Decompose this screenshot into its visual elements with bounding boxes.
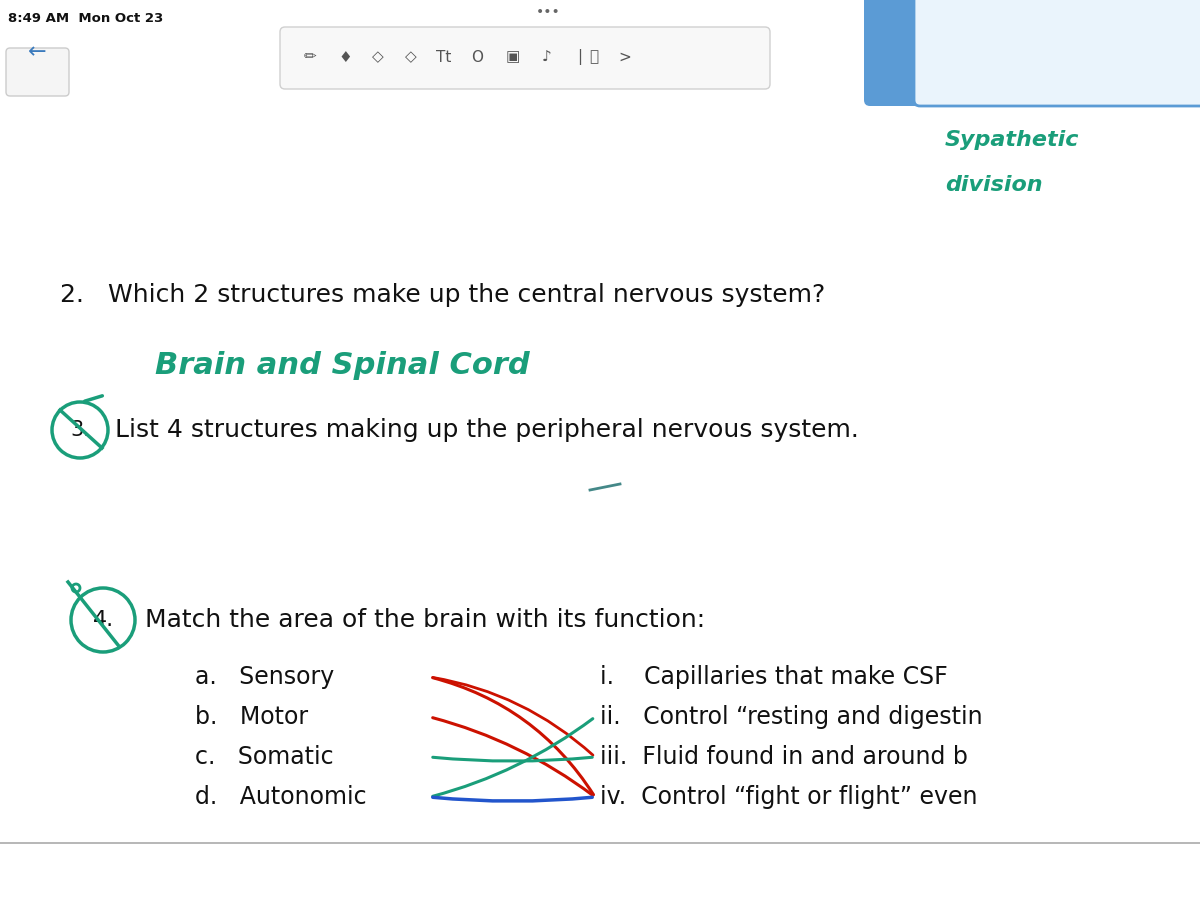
Text: 4.: 4. xyxy=(92,610,114,630)
Text: ↩: ↩ xyxy=(930,48,946,66)
Text: d.   Autonomic: d. Autonomic xyxy=(194,785,367,809)
Text: ▣: ▣ xyxy=(506,50,520,65)
Text: iv.  Control “fight or flight” even: iv. Control “fight or flight” even xyxy=(600,785,978,809)
Text: ✋: ✋ xyxy=(589,50,599,65)
Text: |: | xyxy=(577,49,582,65)
Text: division: division xyxy=(946,175,1043,195)
Text: ✏: ✏ xyxy=(304,50,317,65)
Text: ◇: ◇ xyxy=(372,50,384,65)
Text: >: > xyxy=(619,50,631,65)
Text: 2.   Which 2 structures make up the central nervous system?: 2. Which 2 structures make up the centra… xyxy=(60,283,826,307)
FancyBboxPatch shape xyxy=(914,0,1200,106)
Text: Brain and Spinal Cord: Brain and Spinal Cord xyxy=(155,350,529,380)
Text: i.    Capillaries that make CSF: i. Capillaries that make CSF xyxy=(600,665,948,689)
Text: b.   Motor: b. Motor xyxy=(194,705,308,729)
Text: Match the area of the brain with its function:: Match the area of the brain with its fun… xyxy=(145,608,706,632)
FancyBboxPatch shape xyxy=(6,48,70,96)
Text: List 4 structures making up the peripheral nervous system.: List 4 structures making up the peripher… xyxy=(115,418,859,442)
Text: Tt: Tt xyxy=(437,50,451,65)
FancyBboxPatch shape xyxy=(905,27,1100,89)
Text: 3.: 3. xyxy=(70,420,90,440)
Text: O: O xyxy=(470,50,482,65)
Text: ♪: ♪ xyxy=(542,50,552,65)
FancyBboxPatch shape xyxy=(864,0,1200,106)
Text: a.   Sensory: a. Sensory xyxy=(194,665,335,689)
Text: 8:49 AM  Mon Oct 23: 8:49 AM Mon Oct 23 xyxy=(8,12,163,24)
Text: ◇: ◇ xyxy=(406,50,416,65)
Text: iii.  Fluid found in and around b: iii. Fluid found in and around b xyxy=(600,745,968,769)
Text: • 80%  ▮: • 80% ▮ xyxy=(1020,12,1074,24)
Text: •••: ••• xyxy=(535,5,560,19)
Text: Sypathetic: Sypathetic xyxy=(946,130,1080,150)
Text: ♦: ♦ xyxy=(338,50,352,65)
Text: ⧉: ⧉ xyxy=(1060,50,1069,65)
Text: ↪: ↪ xyxy=(960,48,976,66)
Text: c.   Somatic: c. Somatic xyxy=(194,745,334,769)
Text: ii.   Control “resting and digestin: ii. Control “resting and digestin xyxy=(600,705,983,729)
Text: ⋯: ⋯ xyxy=(994,50,1008,65)
Text: ←: ← xyxy=(28,42,47,62)
FancyBboxPatch shape xyxy=(280,27,770,89)
